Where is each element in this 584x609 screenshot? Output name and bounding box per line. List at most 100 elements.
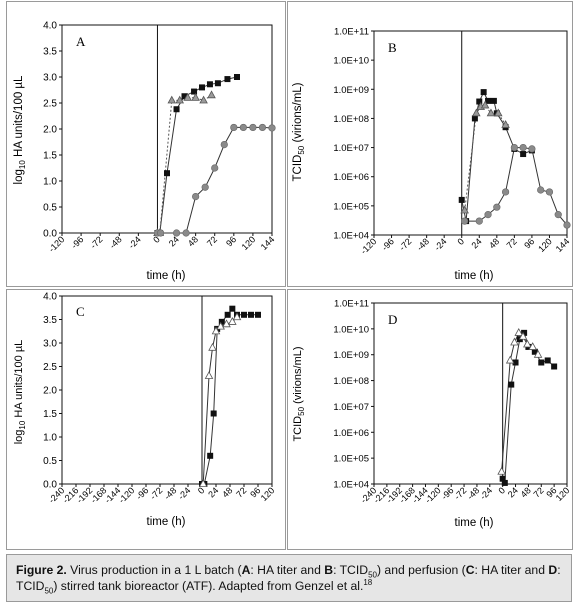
plot-area-d (373, 302, 568, 485)
data-point-b-3 (519, 143, 527, 152)
panel-a-frame (6, 1, 286, 287)
y-tick-label-b: 1.0E+09 (333, 85, 369, 96)
data-point-b-3 (461, 217, 469, 225)
panel-d: -240-216-192-168-144-120-96-72-48-24 0244… (292, 299, 571, 530)
x-tick-label-b: 144 (554, 236, 572, 254)
x-tick-label-d: -24 (478, 485, 494, 501)
x-tick-label-b: 96 (522, 236, 536, 250)
data-point-b-3 (475, 217, 483, 225)
data-point-c-1 (229, 305, 236, 312)
y-tick-label-a: 0.0 (43, 229, 57, 240)
y-axis-label-a: log10 HA units/100 µL (13, 75, 27, 184)
y-tick-label-c: 4.0 (43, 292, 57, 303)
data-point-b-3 (484, 211, 492, 219)
data-point-a-3 (258, 123, 267, 132)
data-point-b-2 (486, 108, 496, 117)
x-tick-label-a: 48 (186, 234, 200, 248)
y-tick-label-a: 2.0 (43, 125, 57, 136)
data-point-b-1 (458, 196, 465, 203)
caption-d: D (548, 563, 558, 577)
data-point-a-1 (173, 106, 180, 113)
data-point-c-2 (228, 317, 237, 325)
x-tick-label-a: 0 (151, 234, 162, 245)
data-point-a-2 (183, 92, 192, 101)
panel-b: -120 -96 -72 -48 -24 0 24 48 72 96 120 1441.0E+041.… (292, 27, 571, 283)
y-axis-label-d-sub: 50 (297, 406, 306, 415)
data-point-a-3 (239, 123, 247, 132)
data-point-c-1 (224, 311, 231, 318)
data-point-c-2 (198, 479, 208, 488)
y-tick-label-a: 2.5 (43, 99, 57, 110)
panel-letter-a: A (76, 34, 86, 49)
data-point-b-1 (485, 97, 492, 104)
caption-c: C (465, 563, 475, 577)
data-point-a-1 (234, 74, 240, 80)
data-point-b-1 (490, 97, 497, 104)
y-axis-label-b-main: TCID (292, 155, 304, 182)
data-point-d-1 (544, 357, 551, 364)
data-point-d-2 (533, 349, 543, 358)
data-point-b-3 (545, 188, 554, 196)
y-tick-label-b: 1.0E+11 (334, 27, 369, 38)
x-tick-label-c: 0 (196, 485, 207, 496)
x-tick-label-c: -24 (176, 485, 192, 501)
y-tick-label-a: 3.5 (43, 47, 57, 58)
data-point-d-2 (518, 331, 528, 340)
data-point-a-3 (182, 229, 190, 237)
x-tick-label-b: -96 (380, 236, 396, 252)
data-point-b-3 (563, 221, 571, 229)
data-point-b-1 (471, 115, 478, 122)
y-tick-label-a: 0.5 (43, 203, 57, 214)
data-point-a-3 (230, 123, 238, 132)
data-point-d-1 (501, 479, 508, 486)
y-axis-label-b: TCID50 (virions/mL) (292, 82, 306, 181)
y-tick-label-b: 1.0E+10 (333, 56, 369, 67)
y-axis-label-d-tail: (virions/mL) (292, 346, 304, 407)
panel-c: -240-216-192-168-144-120-96-72-48-24 0 24 4… (13, 292, 276, 529)
panel-a: -120 -96 -72 -48 -24 0 24 48 72 96 120 1440.00.51.0… (13, 21, 276, 283)
x-tick-label-b: -48 (415, 236, 431, 252)
x-tick-label-a: 96 (224, 234, 238, 248)
x-tick-label-b: 72 (505, 236, 519, 250)
data-point-d-1 (499, 475, 506, 482)
x-tick-label-c: 48 (220, 485, 234, 499)
caption-text-2: ) and perfusion ( (376, 563, 466, 577)
caption-text-3: TCID (16, 579, 45, 593)
panel-b-frame (287, 1, 573, 287)
data-point-a-3 (220, 141, 228, 149)
data-point-c-1 (210, 410, 217, 417)
data-point-a-3 (249, 123, 257, 132)
x-tick-label-b: 48 (487, 236, 501, 250)
data-point-a-1 (206, 81, 213, 88)
data-point-a-1 (224, 76, 231, 83)
data-point-a-3 (268, 124, 276, 132)
panel-d-frame (287, 289, 573, 550)
plot-area-c (61, 295, 273, 485)
data-point-b-3 (501, 188, 510, 196)
data-point-c-2 (232, 312, 242, 321)
y-tick-label-a: 3.0 (43, 73, 57, 84)
x-tick-label-c: 72 (234, 485, 248, 499)
data-point-d-1 (512, 359, 519, 366)
data-point-a-2 (191, 92, 200, 101)
x-tick-label-b: -72 (397, 236, 413, 252)
figure-caption: Figure 2. Virus production in a 1 L batc… (6, 554, 572, 602)
x-tick-label-b: 120 (536, 236, 554, 254)
y-tick-label-c: 3.5 (43, 315, 57, 326)
data-point-b-2 (501, 120, 510, 128)
caption-ref: 18 (363, 577, 373, 587)
data-point-d-2 (523, 339, 532, 348)
caption-b: B (324, 563, 334, 577)
x-tick-label-c: -120 (117, 485, 137, 505)
y-tick-label-d: 1.0E+07 (333, 402, 369, 413)
x-axis-label-d: time (h) (455, 517, 494, 529)
series-line-a-2 (157, 94, 212, 234)
y-tick-label-d: 1.0E+04 (333, 480, 369, 491)
caption-text-4: ) stirred tank bioreactor (ATF). Adapted… (53, 579, 364, 593)
data-point-d-2 (505, 355, 515, 364)
data-point-c-2 (216, 321, 225, 330)
data-point-b-2 (472, 108, 481, 117)
chart-marks-c: -240-216-192-168-144-120-96-72-48-24 0 24 4… (43, 292, 276, 506)
panel-c-frame (6, 289, 286, 550)
data-point-b-2 (480, 100, 490, 109)
